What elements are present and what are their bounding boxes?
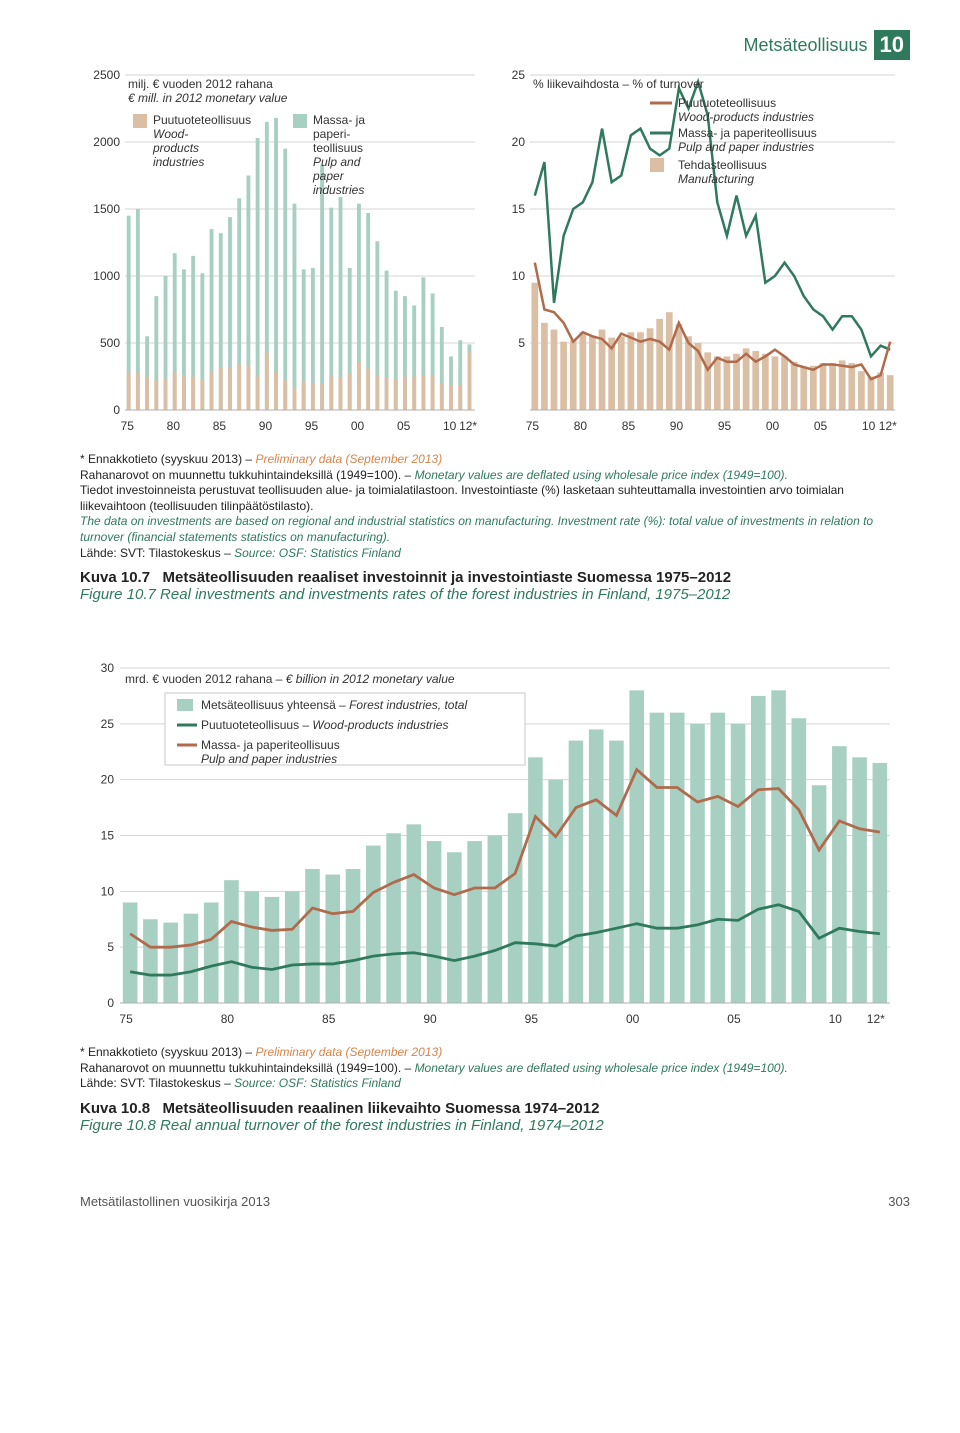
svg-text:products: products	[152, 141, 199, 155]
svg-text:1000: 1000	[93, 269, 120, 283]
fig7-caption-en: Figure 10.7 Real investments and investm…	[80, 586, 910, 603]
svg-text:95: 95	[525, 1012, 539, 1026]
svg-text:10: 10	[101, 884, 115, 898]
svg-text:05: 05	[814, 419, 828, 433]
svg-text:90: 90	[259, 419, 273, 433]
svg-text:2000: 2000	[93, 135, 120, 149]
svg-text:Massa- ja paperiteollisuus: Massa- ja paperiteollisuus	[678, 126, 817, 140]
svg-text:00: 00	[626, 1012, 640, 1026]
svg-text:Wood-products industries: Wood-products industries	[678, 110, 814, 124]
svg-text:25: 25	[512, 70, 526, 82]
svg-text:paper: paper	[312, 169, 345, 183]
svg-text:30: 30	[101, 663, 115, 675]
fig8-caption-fi: Kuva 10.8 Metsäteollisuuden reaalinen li…	[80, 1100, 910, 1117]
svg-text:Pulp and paper industries: Pulp and paper industries	[201, 752, 337, 766]
svg-text:2500: 2500	[93, 70, 120, 82]
svg-text:0: 0	[107, 996, 114, 1010]
svg-text:00: 00	[766, 419, 780, 433]
svg-text:Tehdasteollisuus: Tehdasteollisuus	[678, 158, 767, 172]
svg-text:10: 10	[829, 1012, 843, 1026]
header-number: 10	[874, 30, 910, 60]
svg-text:12*: 12*	[459, 419, 477, 433]
svg-text:85: 85	[322, 1012, 336, 1026]
fig7-notes: * Ennakkotieto (syyskuu 2013) – Prelimin…	[80, 452, 910, 561]
svg-text:Pulp and: Pulp and	[313, 155, 361, 169]
svg-text:80: 80	[167, 419, 181, 433]
svg-text:500: 500	[100, 336, 120, 350]
page-footer: Metsätilastollinen vuosikirja 2013 303	[80, 1194, 910, 1209]
svg-text:12*: 12*	[867, 1012, 885, 1026]
fig8-caption-en: Figure 10.8 Real annual turnover of the …	[80, 1117, 910, 1134]
header-title: Metsäteollisuus	[743, 35, 867, 56]
fig7-source-en: Source: OSF: Statistics Finland	[234, 546, 401, 560]
footer-right: 303	[888, 1194, 910, 1209]
fig7-note-star-fi: * Ennakkotieto (syyskuu 2013) –	[80, 452, 255, 466]
svg-text:Pulp and paper industries: Pulp and paper industries	[678, 140, 814, 154]
svg-text:90: 90	[423, 1012, 437, 1026]
svg-text:00: 00	[351, 419, 365, 433]
svg-text:% liikevaihdosta – % of turnov: % liikevaihdosta – % of turnover	[533, 77, 704, 91]
svg-text:Metsäteollisuus yhteensä – For: Metsäteollisuus yhteensä – Forest indust…	[201, 698, 467, 712]
fig7-caption-fi: Kuva 10.7 Metsäteollisuuden reaaliset in…	[80, 569, 910, 586]
svg-text:1500: 1500	[93, 202, 120, 216]
svg-text:75: 75	[121, 419, 135, 433]
page-header: Metsäteollisuus 10	[80, 30, 910, 60]
svg-text:Massa- ja: Massa- ja	[313, 113, 365, 127]
svg-text:10: 10	[512, 269, 526, 283]
svg-text:Puutuoteteollisuus: Puutuoteteollisuus	[678, 96, 776, 110]
fig7-note2-fi: Tiedot investoinneista perustuvat teolli…	[80, 483, 910, 514]
svg-text:15: 15	[101, 829, 115, 843]
fig8-notes: * Ennakkotieto (syyskuu 2013) – Prelimin…	[80, 1045, 910, 1092]
fig8-chart: 051015202530758085909500051012*mrd. € vu…	[80, 663, 900, 1033]
fig8-source-fi: Lähde: SVT: Tilastokeskus –	[80, 1076, 234, 1090]
svg-text:25: 25	[101, 717, 115, 731]
svg-text:€ mill. in 2012 monetary value: € mill. in 2012 monetary value	[128, 91, 288, 105]
svg-text:20: 20	[512, 135, 526, 149]
fig7-note1-fi: Rahanarovot on muunnettu tukkuhintaindek…	[80, 468, 415, 482]
fig8-note-star-fi: * Ennakkotieto (syyskuu 2013) –	[80, 1045, 255, 1059]
svg-text:75: 75	[526, 419, 540, 433]
svg-text:mrd. € vuoden 2012 rahana – €: mrd. € vuoden 2012 rahana – € billion in…	[125, 672, 455, 686]
svg-text:Puutuoteteollisuus: Puutuoteteollisuus	[153, 113, 251, 127]
svg-text:85: 85	[622, 419, 636, 433]
svg-text:5: 5	[107, 940, 114, 954]
fig7-note1-en: Monetary values are deflated using whole…	[415, 468, 788, 482]
svg-text:80: 80	[574, 419, 588, 433]
fig8-source-en: Source: OSF: Statistics Finland	[234, 1076, 401, 1090]
svg-text:10: 10	[443, 419, 457, 433]
svg-text:teollisuus: teollisuus	[313, 141, 363, 155]
svg-text:industries: industries	[153, 155, 204, 169]
fig7-right-chart: 510152025758085909500051012*% liikevaihd…	[500, 70, 900, 440]
fig8-note1-fi: Rahanarovot on muunnettu tukkuhintaindek…	[80, 1061, 415, 1075]
svg-text:Wood-: Wood-	[153, 127, 188, 141]
svg-text:Puutuoteteollisuus – Wood-prod: Puutuoteteollisuus – Wood-products indus…	[201, 718, 448, 732]
svg-text:95: 95	[718, 419, 732, 433]
footer-left: Metsätilastollinen vuosikirja 2013	[80, 1194, 270, 1209]
svg-text:0: 0	[113, 403, 120, 417]
svg-text:75: 75	[119, 1012, 133, 1026]
fig7-note-star-en: Preliminary data (September 2013)	[255, 452, 442, 466]
svg-text:industries: industries	[313, 183, 364, 197]
svg-text:05: 05	[397, 419, 411, 433]
fig7-source-fi: Lähde: SVT: Tilastokeskus –	[80, 546, 234, 560]
svg-text:20: 20	[101, 773, 115, 787]
fig8-note-star-en: Preliminary data (September 2013)	[255, 1045, 442, 1059]
svg-text:80: 80	[221, 1012, 235, 1026]
svg-text:95: 95	[305, 419, 319, 433]
svg-text:milj. € vuoden 2012 rahana: milj. € vuoden 2012 rahana	[128, 77, 273, 91]
svg-text:Massa- ja paperiteollisuus: Massa- ja paperiteollisuus	[201, 738, 340, 752]
svg-text:5: 5	[518, 336, 525, 350]
svg-text:12*: 12*	[879, 419, 897, 433]
figure-10-7: 05001000150020002500758085909500051012*m…	[80, 70, 910, 440]
fig7-note2-en: The data on investments are based on reg…	[80, 514, 910, 545]
svg-text:10: 10	[862, 419, 876, 433]
svg-text:90: 90	[670, 419, 684, 433]
fig8-note1-en: Monetary values are deflated using whole…	[415, 1061, 788, 1075]
svg-text:15: 15	[512, 202, 526, 216]
svg-text:85: 85	[213, 419, 227, 433]
svg-text:Manufacturing: Manufacturing	[678, 172, 754, 186]
svg-text:05: 05	[727, 1012, 741, 1026]
fig7-left-chart: 0 500 1000 1500 2000 2500 75 80 85 90 95 00 05 1012* m…	[80, 70, 480, 440]
svg-text:paperi-: paperi-	[313, 127, 350, 141]
